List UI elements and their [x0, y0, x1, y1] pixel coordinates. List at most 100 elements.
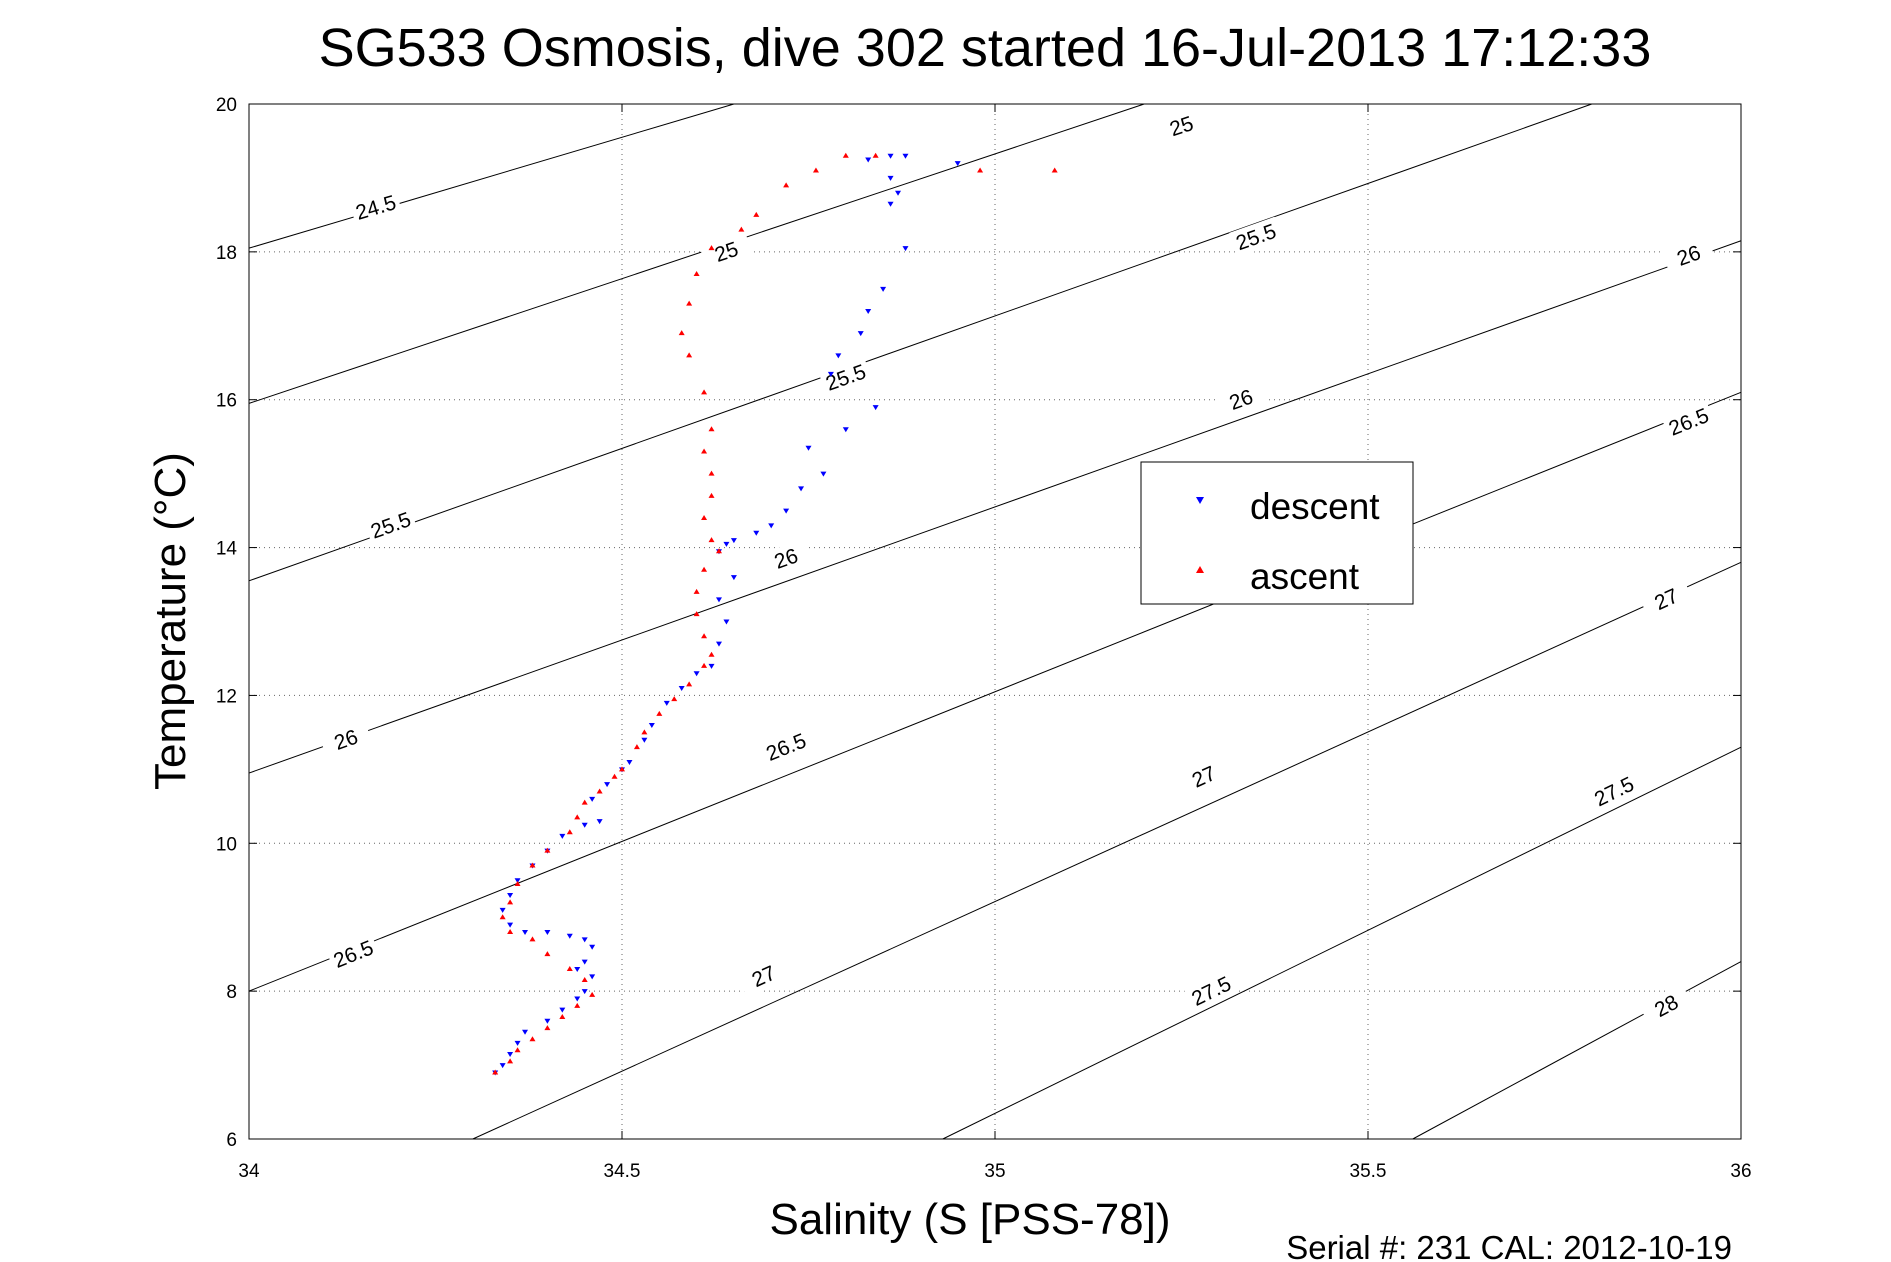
descent-point [581, 937, 588, 943]
descent-point [544, 930, 551, 935]
descent-point [753, 530, 760, 536]
descent-point [715, 597, 722, 603]
ascent-point [701, 515, 708, 520]
contour-line-27-5 [942, 746, 1742, 1140]
descent-point [783, 508, 790, 514]
contour-label-gap [736, 954, 791, 999]
ascent-point [708, 492, 715, 498]
legend: descent ascent [1140, 461, 1414, 605]
contour-line-27 [472, 561, 1742, 1140]
ascent-point [544, 847, 551, 853]
legend-ascent-marker [1196, 566, 1204, 573]
descent-point [626, 759, 633, 765]
chart-title: SG533 Osmosis, dive 302 started 16-Jul-2… [319, 18, 1652, 78]
descent-point [589, 974, 596, 980]
ascent-point [559, 1014, 566, 1020]
descent-point [522, 1029, 529, 1035]
data-markers [492, 152, 1058, 1076]
ascent-point [701, 389, 708, 395]
ascent-point [701, 566, 708, 572]
contour-line-28 [1412, 961, 1742, 1140]
descent-point [798, 486, 805, 492]
ascent-point [708, 470, 715, 476]
ascent-point [619, 766, 625, 772]
descent-point [581, 822, 588, 828]
contour-label-gap [349, 188, 403, 227]
descent-point [559, 1007, 566, 1013]
ascent-point [499, 914, 506, 920]
descent-point [589, 944, 596, 950]
ascent-point [701, 448, 708, 454]
descent-point [827, 371, 834, 377]
descent-point [857, 331, 864, 337]
descent-point [648, 723, 655, 728]
descent-point [768, 523, 775, 529]
contour-label-gap [1184, 968, 1239, 1014]
contour-label-gap [1661, 400, 1716, 443]
descent-point [842, 427, 849, 433]
y-axis-label: Temperature (°C) [146, 452, 195, 790]
contour-label-gap [1176, 754, 1232, 799]
ascent-point [507, 929, 514, 934]
ascent-point [566, 965, 573, 971]
ascent-point [753, 211, 760, 217]
legend-descent-marker [1196, 497, 1204, 504]
contour-label-gap [1214, 379, 1269, 421]
descent-point [723, 619, 730, 625]
ascent-point [633, 744, 640, 750]
descent-point [641, 737, 648, 743]
ascent-point [514, 880, 521, 886]
descent-point [589, 796, 596, 802]
descent-point [887, 201, 894, 207]
contour-label-gap [699, 231, 754, 272]
contour-line-26 [248, 240, 1742, 774]
contour-label-gap [759, 538, 814, 579]
contour-label-gap [1154, 106, 1209, 147]
descent-point [514, 878, 521, 884]
contour-label-gap [1639, 577, 1694, 622]
descent-point [805, 445, 812, 451]
descent-point [544, 1018, 551, 1024]
ascent-point [738, 226, 745, 232]
ascent-point [529, 1036, 536, 1042]
descent-point [715, 641, 722, 647]
ascent-point [507, 1058, 514, 1064]
ascent-point [701, 633, 708, 639]
ascent-point [783, 182, 790, 188]
ascent-point [812, 167, 819, 173]
ascent-point [611, 773, 618, 779]
y-tick-label: 20 [216, 95, 237, 116]
y-tick-label: 10 [216, 834, 237, 855]
descent-point [663, 700, 670, 706]
descent-point [514, 1040, 521, 1046]
descent-point [865, 157, 872, 163]
ascent-point [671, 696, 678, 702]
y-axis: 6 8 10 12 14 16 18 20 [216, 95, 1741, 1151]
ascent-point [656, 710, 663, 716]
descent-point [693, 671, 700, 677]
ascent-point [492, 1069, 499, 1075]
ascent-point [1051, 167, 1058, 173]
ascent-point [514, 1047, 521, 1053]
contour-label-gap [363, 505, 418, 546]
descent-point [723, 541, 730, 547]
descent-point [604, 782, 611, 788]
ascent-point [693, 271, 700, 277]
ascent-point [708, 537, 715, 543]
descent-point [507, 893, 514, 899]
ascent-point [686, 300, 693, 306]
descent-point [507, 922, 514, 928]
ascent-point [977, 167, 984, 173]
contour-label-gap [1229, 216, 1284, 258]
ascent-point [574, 1002, 581, 1008]
contour-label-gap [1586, 769, 1642, 814]
x-tick-label: 34.5 [604, 1161, 641, 1182]
descent-point [581, 989, 588, 995]
contour-label: 24.5 [353, 191, 399, 225]
descent-point [574, 996, 581, 1002]
contour-line-25 [248, 103, 1145, 404]
x-tick-label: 35 [984, 1161, 1005, 1182]
descent-point [902, 246, 909, 252]
legend-ascent-label: ascent [1250, 556, 1360, 597]
